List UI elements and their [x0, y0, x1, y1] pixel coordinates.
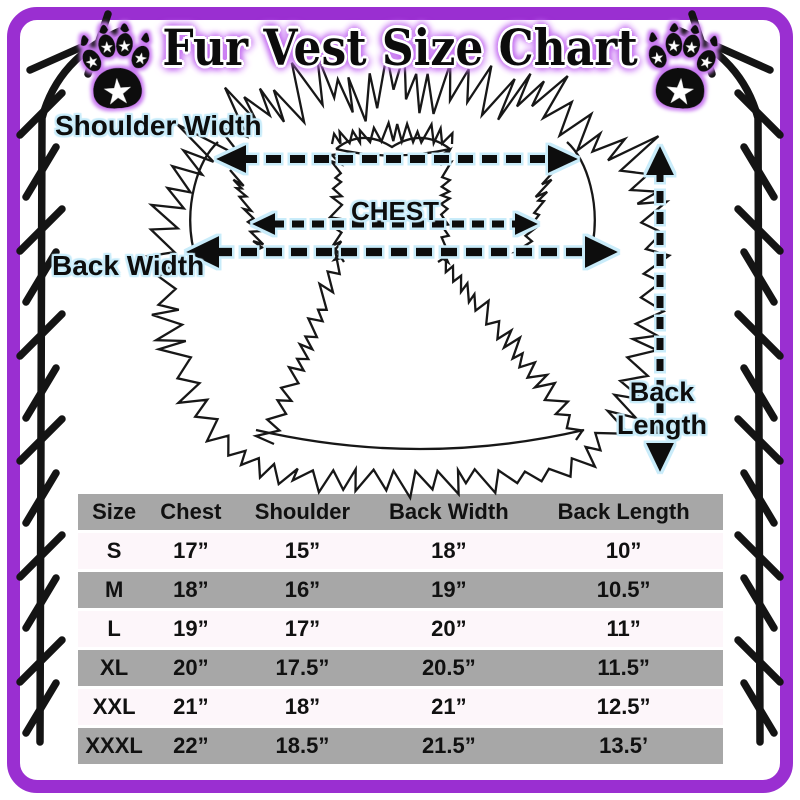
table-row: S 17” 15” 18” 10” — [78, 533, 723, 569]
value-cell: 18” — [284, 694, 321, 719]
value-cell: 17” — [173, 538, 209, 563]
value-cell: 19” — [431, 577, 467, 602]
claw-icon — [120, 23, 130, 33]
table-row: L 19” 17” 20” 11” — [78, 611, 723, 647]
table-row: XXXL 22” 18.5” 21.5” 13.5’ — [78, 728, 723, 764]
claw-icon — [99, 24, 109, 34]
table-row: M 18” 16” 19” 10.5” — [78, 572, 723, 608]
value-cell: 10” — [605, 538, 642, 563]
chest-label: CHEST — [350, 196, 440, 226]
value-cell: 13.5’ — [599, 733, 649, 758]
table-row: XL 20” 17.5” 20.5” 11.5” — [78, 650, 723, 686]
value-cell: 17.5” — [275, 655, 330, 680]
back-width-label: Back Width — [52, 250, 205, 281]
shoulder-width-label: Shoulder Width — [55, 110, 262, 141]
size-cell: S — [106, 538, 122, 563]
page-title: Fur Vest Size Chart — [162, 18, 638, 77]
value-cell: 18.5” — [275, 733, 330, 758]
value-cell: 12.5” — [596, 694, 651, 719]
value-cell: 21” — [173, 694, 209, 719]
value-cell: 10.5” — [596, 577, 651, 602]
value-cell: 15” — [284, 538, 321, 563]
size-table: Size Chest Shoulder Back Width Back Length S 1… — [78, 494, 723, 767]
size-cell: L — [107, 616, 121, 641]
size-cell: XL — [100, 655, 129, 680]
paw-print-icon — [80, 23, 150, 109]
value-cell: 20” — [431, 616, 467, 641]
value-cell: 20” — [173, 655, 209, 680]
claw-icon — [140, 32, 150, 43]
claw-icon — [80, 35, 89, 46]
value-cell: 18” — [173, 577, 209, 602]
value-cell: 21.5” — [421, 733, 476, 758]
column-header: Back Length — [557, 499, 690, 524]
back-length-label: Back Length — [617, 377, 707, 440]
table-row: XXL 21” 18” 21” 12.5” — [78, 689, 723, 725]
size-cell: XXL — [92, 694, 136, 719]
value-cell: 11” — [606, 616, 641, 641]
value-cell: 22” — [173, 733, 209, 758]
column-header: Chest — [160, 499, 222, 524]
value-cell: 17” — [284, 616, 321, 641]
column-header: Shoulder — [254, 499, 351, 524]
column-header: Back Width — [389, 499, 509, 524]
paw-print-icon — [648, 23, 718, 109]
value-cell: 18” — [431, 538, 467, 563]
value-cell: 19” — [173, 616, 209, 641]
size-cell: XXXL — [85, 733, 143, 758]
size-cell: M — [104, 577, 124, 602]
value-cell: 11.5” — [597, 655, 650, 680]
value-cell: 21” — [431, 694, 467, 719]
value-cell: 16” — [284, 577, 321, 602]
column-header: Size — [92, 499, 137, 524]
table-header-row: Size Chest Shoulder Back Width Back Length — [78, 494, 723, 530]
value-cell: 20.5” — [421, 655, 476, 680]
